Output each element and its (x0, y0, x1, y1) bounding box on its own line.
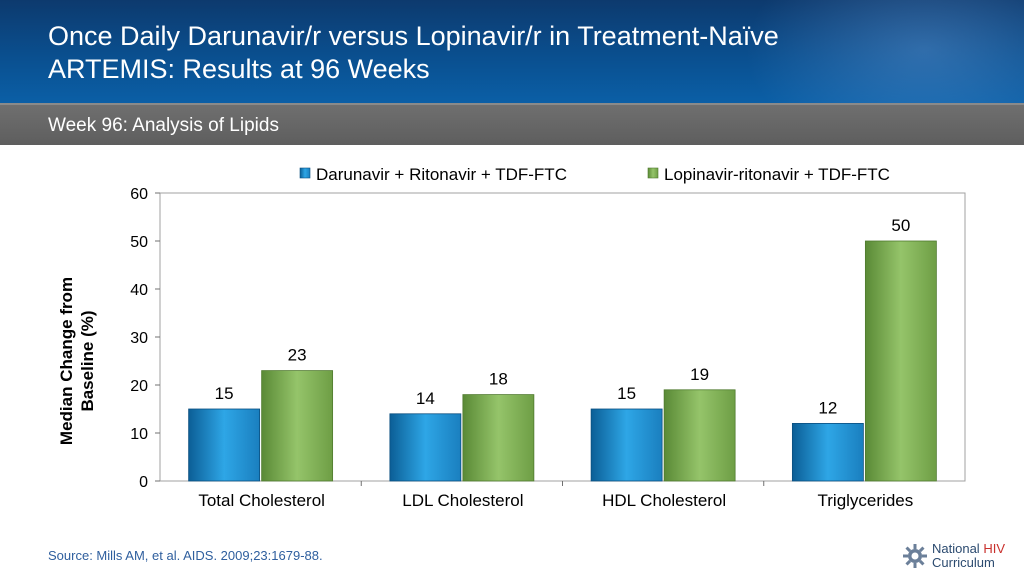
slide-subtitle: Week 96: Analysis of Lipids (48, 115, 279, 136)
y-tick-label: 30 (130, 330, 148, 347)
x-tick-label: Total Cholesterol (198, 491, 325, 510)
y-tick-label: 60 (130, 186, 148, 203)
gear-icon (903, 544, 927, 568)
y-tick-label: 50 (130, 234, 148, 251)
bar-lopinavir (663, 389, 736, 482)
legend-swatch (299, 167, 311, 179)
logo-text: National HIV Curriculum (932, 542, 1005, 570)
legend-swatch (647, 167, 659, 179)
bar-darunavir (791, 422, 864, 482)
bar-chart: 0 10 20 30 40 50 60 Median Change from Baseline … (57, 165, 966, 510)
bar-lopinavir (261, 370, 334, 482)
data-label: 15 (215, 384, 234, 403)
bar-darunavir (590, 408, 663, 482)
header-glow (744, 0, 1024, 103)
logo-curriculum: Curriculum (932, 555, 995, 570)
bar-darunavir (389, 413, 462, 482)
data-label: 50 (891, 216, 910, 235)
legend-label: Lopinavir-ritonavir + TDF-FTC (664, 165, 890, 184)
bar-darunavir (188, 408, 261, 482)
title-line-2: ARTEMIS: Results at 96 Weeks (48, 54, 430, 84)
x-tick-label: HDL Cholesterol (602, 491, 726, 510)
data-label: 18 (489, 370, 508, 389)
bar-lopinavir (864, 240, 937, 482)
y-axis-label: Median Change from Baseline (%) (57, 277, 97, 445)
x-tick-label: LDL Cholesterol (402, 491, 523, 510)
y-tick-label: 10 (130, 426, 148, 443)
logo-hiv: HIV (983, 541, 1005, 556)
slide-title: Once Daily Darunavir/r versus Lopinavir/… (48, 20, 779, 86)
y-tick-label: 20 (130, 378, 148, 395)
subtitle-bar: Week 96: Analysis of Lipids (0, 103, 1024, 145)
data-label: 15 (617, 384, 636, 403)
slide-header: Once Daily Darunavir/r versus Lopinavir/… (0, 0, 1024, 103)
bar-lopinavir (462, 394, 535, 482)
logo-national: National (932, 541, 984, 556)
legend-label: Darunavir + Ritonavir + TDF-FTC (316, 165, 567, 184)
y-tick-label: 40 (130, 282, 148, 299)
curriculum-logo: National HIV Curriculum (902, 540, 1020, 572)
data-label: 23 (288, 346, 307, 365)
data-label: 12 (818, 398, 837, 417)
y-tick-label: 0 (139, 474, 148, 491)
source-citation: Source: Mills AM, et al. AIDS. 2009;23:1… (48, 548, 323, 563)
title-line-1: Once Daily Darunavir/r versus Lopinavir/… (48, 21, 779, 51)
data-label: 19 (690, 365, 709, 384)
x-tick-label: Triglycerides (818, 491, 914, 510)
data-label: 14 (416, 389, 435, 408)
